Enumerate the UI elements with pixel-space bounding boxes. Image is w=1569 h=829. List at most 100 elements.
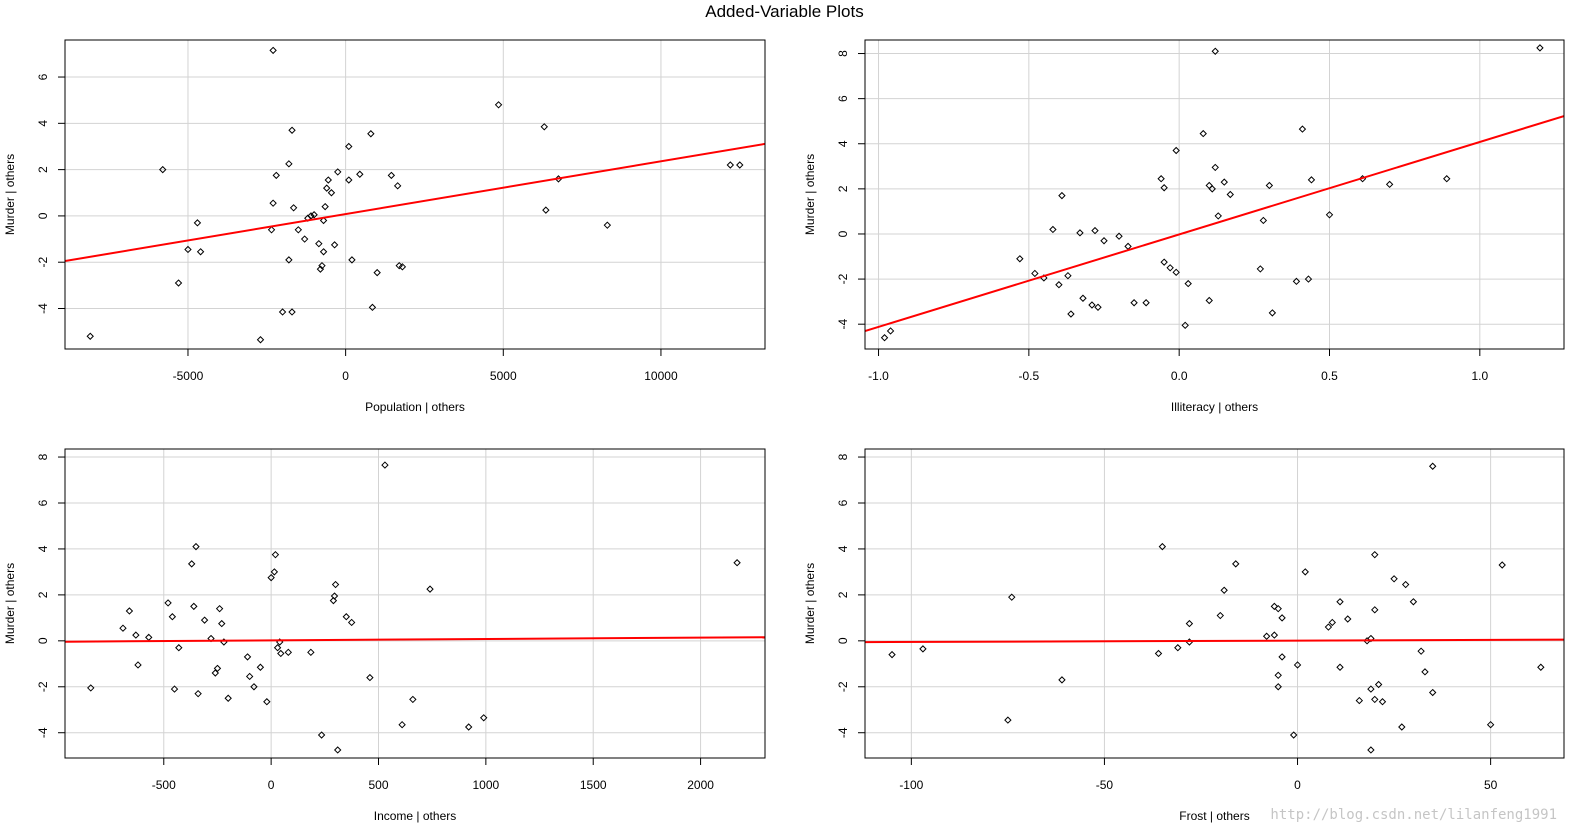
chart-0-frame bbox=[65, 40, 765, 349]
watermark-text: http://blog.csdn.net/lilanfeng1991 bbox=[1270, 807, 1557, 823]
chart-1-point-6 bbox=[1056, 282, 1062, 288]
chart-3-ytick-label-0: -4 bbox=[836, 727, 850, 738]
chart-3-point-13 bbox=[1264, 633, 1270, 639]
chart-2-point-7 bbox=[169, 614, 175, 620]
chart-0-point-48 bbox=[604, 222, 610, 228]
chart-1-point-48 bbox=[1444, 176, 1450, 182]
chart-2-point-21 bbox=[225, 695, 231, 701]
chart-2-point-22 bbox=[245, 654, 251, 660]
chart-2-xtick-label-4: 1500 bbox=[580, 778, 607, 792]
chart-3-point-41 bbox=[1403, 582, 1409, 588]
chart-3-fit-line bbox=[865, 640, 1564, 642]
chart-0-point-26 bbox=[321, 249, 327, 255]
chart-2-point-14 bbox=[202, 617, 208, 623]
chart-2-point-5 bbox=[146, 634, 152, 640]
chart-3-point-4 bbox=[1059, 677, 1065, 683]
chart-1-ytick-label-2: 0 bbox=[836, 230, 850, 237]
chart-1-point-2 bbox=[1017, 256, 1023, 262]
chart-3-point-18 bbox=[1275, 606, 1281, 612]
chart-0-point-16 bbox=[291, 205, 297, 211]
chart-3-point-5 bbox=[1156, 650, 1162, 656]
chart-3-point-34 bbox=[1372, 696, 1378, 702]
chart-1-ytick-label-0: -4 bbox=[836, 319, 850, 330]
chart-3-point-15 bbox=[1271, 632, 1277, 638]
chart-1-point-44 bbox=[1308, 177, 1314, 183]
chart-0-xlabel: Population | others bbox=[365, 400, 465, 414]
chart-0-point-41 bbox=[395, 183, 401, 189]
chart-1-point-19 bbox=[1143, 300, 1149, 306]
chart-2-point-42 bbox=[367, 675, 373, 681]
chart-1-ytick-label-6: 8 bbox=[836, 50, 850, 57]
chart-1-point-12 bbox=[1089, 302, 1095, 308]
chart-1-point-42 bbox=[1299, 126, 1305, 132]
chart-1-frame bbox=[865, 40, 1564, 349]
chart-3-ytick-label-3: 2 bbox=[836, 591, 850, 598]
chart-3-point-40 bbox=[1399, 724, 1405, 730]
chart-0-point-34 bbox=[346, 177, 352, 183]
chart-3-ytick-label-1: -2 bbox=[836, 681, 850, 692]
chart-1-point-3 bbox=[1032, 270, 1038, 276]
chart-3-point-0 bbox=[889, 652, 895, 658]
chart-2-point-26 bbox=[264, 699, 270, 705]
chart-1-point-13 bbox=[1092, 228, 1098, 234]
chart-0-point-11 bbox=[280, 309, 286, 315]
chart-2-point-4 bbox=[135, 662, 141, 668]
chart-1-point-26 bbox=[1182, 322, 1188, 328]
chart-2-point-23 bbox=[247, 673, 253, 679]
chart-0-point-30 bbox=[328, 190, 334, 196]
chart-1-point-10 bbox=[1077, 230, 1083, 236]
chart-0-point-50 bbox=[737, 162, 743, 168]
chart-3-xtick-label-2: 0 bbox=[1294, 778, 1301, 792]
chart-0-point-36 bbox=[357, 171, 363, 177]
chart-0-point-39 bbox=[374, 270, 380, 276]
chart-3-point-45 bbox=[1430, 690, 1436, 696]
chart-0-point-49 bbox=[727, 162, 733, 168]
chart-3-point-1 bbox=[920, 646, 926, 652]
chart-3-ytick-label-6: 8 bbox=[836, 453, 850, 460]
chart-2-point-32 bbox=[278, 650, 284, 656]
chart-2-ytick-label-0: -4 bbox=[36, 727, 50, 738]
chart-3-xtick-label-1: -50 bbox=[1096, 778, 1114, 792]
chart-0-point-12 bbox=[286, 161, 292, 167]
chart-1-point-9 bbox=[1068, 311, 1074, 317]
chart-2-point-43 bbox=[382, 462, 388, 468]
chart-1-point-49 bbox=[1537, 45, 1543, 51]
chart-3-point-48 bbox=[1499, 562, 1505, 568]
chart-1-xtick-label-3: 0.5 bbox=[1321, 369, 1338, 383]
chart-0-point-27 bbox=[322, 204, 328, 210]
chart-1-point-14 bbox=[1095, 304, 1101, 310]
chart-0-ytick-label-1: -2 bbox=[36, 257, 50, 268]
chart-3-ytick-label-2: 0 bbox=[836, 637, 850, 644]
chart-1-point-34 bbox=[1215, 213, 1221, 219]
chart-2-point-41 bbox=[349, 619, 355, 625]
chart-2-point-39 bbox=[335, 747, 341, 753]
chart-3-point-46 bbox=[1430, 463, 1436, 469]
chart-0-fit-line bbox=[65, 144, 765, 261]
chart-0-xtick-label-0: -5000 bbox=[173, 369, 204, 383]
chart-2-ytick-label-2: 0 bbox=[36, 637, 50, 644]
chart-0-point-37 bbox=[368, 131, 374, 137]
chart-2-point-33 bbox=[285, 649, 291, 655]
chart-1-point-7 bbox=[1059, 193, 1065, 199]
chart-3-point-8 bbox=[1186, 621, 1192, 627]
chart-2-point-19 bbox=[219, 621, 225, 627]
chart-3-frame bbox=[865, 449, 1564, 758]
chart-2-xtick-label-2: 500 bbox=[368, 778, 388, 792]
chart-1-point-8 bbox=[1065, 273, 1071, 279]
chart-1-xtick-label-1: -0.5 bbox=[1019, 369, 1040, 383]
chart-3-point-7 bbox=[1175, 645, 1181, 651]
chart-1-point-38 bbox=[1260, 217, 1266, 223]
chart-1-point-47 bbox=[1387, 181, 1393, 187]
chart-0-xtick-label-1: 0 bbox=[342, 369, 349, 383]
chart-2-xtick-label-1: 0 bbox=[268, 778, 275, 792]
chart-3-point-11 bbox=[1221, 587, 1227, 593]
chart-3-point-16 bbox=[1275, 672, 1281, 678]
chart-1-point-37 bbox=[1257, 266, 1263, 272]
chart-1-point-11 bbox=[1080, 295, 1086, 301]
chart-0-point-29 bbox=[325, 177, 331, 183]
chart-0-point-4 bbox=[194, 220, 200, 226]
chart-0-point-42 bbox=[396, 263, 402, 269]
chart-1-ylabel: Murder | others bbox=[803, 154, 817, 235]
chart-0-ylabel: Murder | others bbox=[3, 154, 17, 235]
chart-0-xtick-label-2: 5000 bbox=[490, 369, 517, 383]
